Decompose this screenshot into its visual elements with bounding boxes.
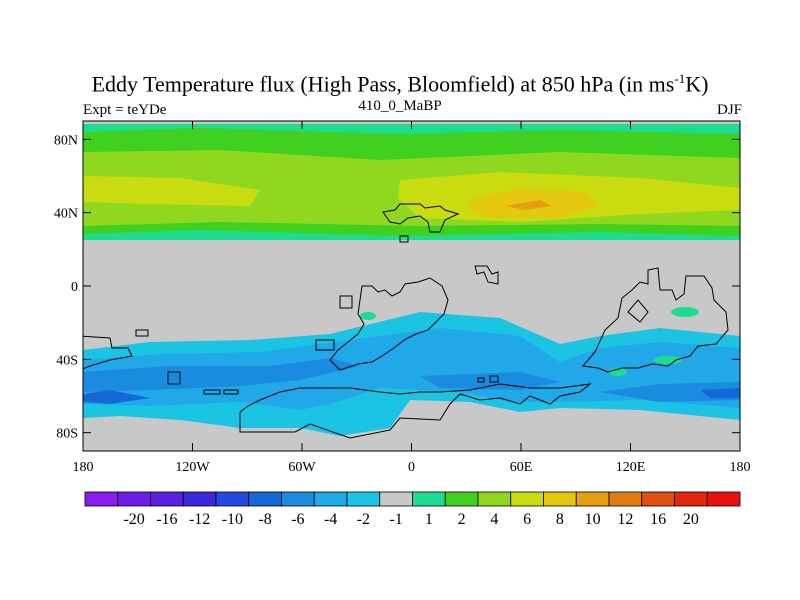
colorbar-swatch xyxy=(706,491,741,507)
coastlines xyxy=(83,203,729,439)
y-tick-label: 0 xyxy=(71,280,78,295)
experiment-label: Expt = teYDe xyxy=(83,102,167,118)
colorbar-swatch xyxy=(313,491,348,507)
colorbar-label: -1 xyxy=(389,511,402,528)
x-tick-label: 0 xyxy=(408,460,415,475)
title-end: K) xyxy=(685,71,709,97)
x-tick-label: 60E xyxy=(510,460,533,475)
y-tick-label: 40N xyxy=(54,207,78,222)
colorbar-label: -4 xyxy=(324,511,337,528)
map-title: Eddy Temperature flux (High Pass, Bloomf… xyxy=(0,66,800,97)
season-label: DJF xyxy=(716,102,742,118)
colorbar-label: 2 xyxy=(458,511,466,528)
patch-b xyxy=(671,307,699,317)
colorbar-swatch xyxy=(379,491,413,507)
colorbar-label: 20 xyxy=(683,511,699,528)
colorbar-swatch xyxy=(412,491,446,507)
y-tick-label: 80N xyxy=(54,133,78,148)
colorbar-swatch xyxy=(248,491,282,507)
colorbar-label: -8 xyxy=(258,511,271,528)
nh-band-12 xyxy=(505,200,552,210)
title-superscript: -1 xyxy=(674,71,686,86)
colorbar-label: -16 xyxy=(156,511,177,528)
x-tick-label: 60W xyxy=(288,460,316,475)
y-tick-label: 80S xyxy=(56,427,78,442)
y-axis: 80N 40N 0 40S 80S xyxy=(54,133,740,442)
colorbar-swatch xyxy=(575,491,610,507)
patch-a xyxy=(360,312,376,320)
title-main: Eddy Temperature flux (High Pass, Bloomf… xyxy=(91,71,675,97)
sh-band-2 xyxy=(83,328,740,410)
colorbar-swatch xyxy=(281,491,315,507)
run-label: 410_0_MaBP xyxy=(358,98,442,114)
colorbar-swatch xyxy=(674,491,708,507)
colorbar-label: 1 xyxy=(425,511,433,528)
x-tick-label: 120W xyxy=(175,460,210,475)
colorbar-label: 8 xyxy=(556,511,564,528)
colorbar-swatch xyxy=(150,491,184,507)
colorbar-label: -12 xyxy=(189,511,210,528)
colorbar-label: -2 xyxy=(357,511,370,528)
x-tick-label: 180 xyxy=(73,460,94,475)
colorbar-swatch xyxy=(510,491,544,507)
x-tick-label: 120E xyxy=(616,460,646,475)
colorbar-label: 4 xyxy=(490,511,498,528)
x-axis: 180 120W 60W 0 60E 120E 180 xyxy=(73,121,751,475)
colorbar: -20 -16 -12 -10 -8 -6 -4 -2 -1 1 2 4 6 8 10 12 16 20 xyxy=(84,491,741,528)
colorbar-swatch xyxy=(444,491,479,507)
colorbar-swatch xyxy=(346,491,381,507)
colorbar-swatch xyxy=(641,491,675,507)
colorbar-label: -6 xyxy=(291,511,304,528)
colorbar-label: 6 xyxy=(523,511,531,528)
sh-band-4 xyxy=(83,358,740,402)
patch-c xyxy=(654,356,682,364)
y-tick-label: 40S xyxy=(56,353,78,368)
colorbar-swatch xyxy=(215,491,250,507)
x-tick-label: 180 xyxy=(730,460,751,475)
colorbar-label: 16 xyxy=(650,511,666,528)
colorbar-swatch xyxy=(84,491,119,507)
colorbar-label: 10 xyxy=(585,511,601,528)
colorbar-swatch xyxy=(477,491,512,507)
colorbar-swatch xyxy=(543,491,577,507)
map-plot-area xyxy=(83,121,740,451)
colorbar-swatch xyxy=(182,491,217,507)
colorbar-swatch xyxy=(117,491,151,507)
colorbar-label: -20 xyxy=(123,511,144,528)
colorbar-label: -10 xyxy=(222,511,243,528)
colorbar-label: 12 xyxy=(617,511,633,528)
colorbar-swatch xyxy=(608,491,643,507)
